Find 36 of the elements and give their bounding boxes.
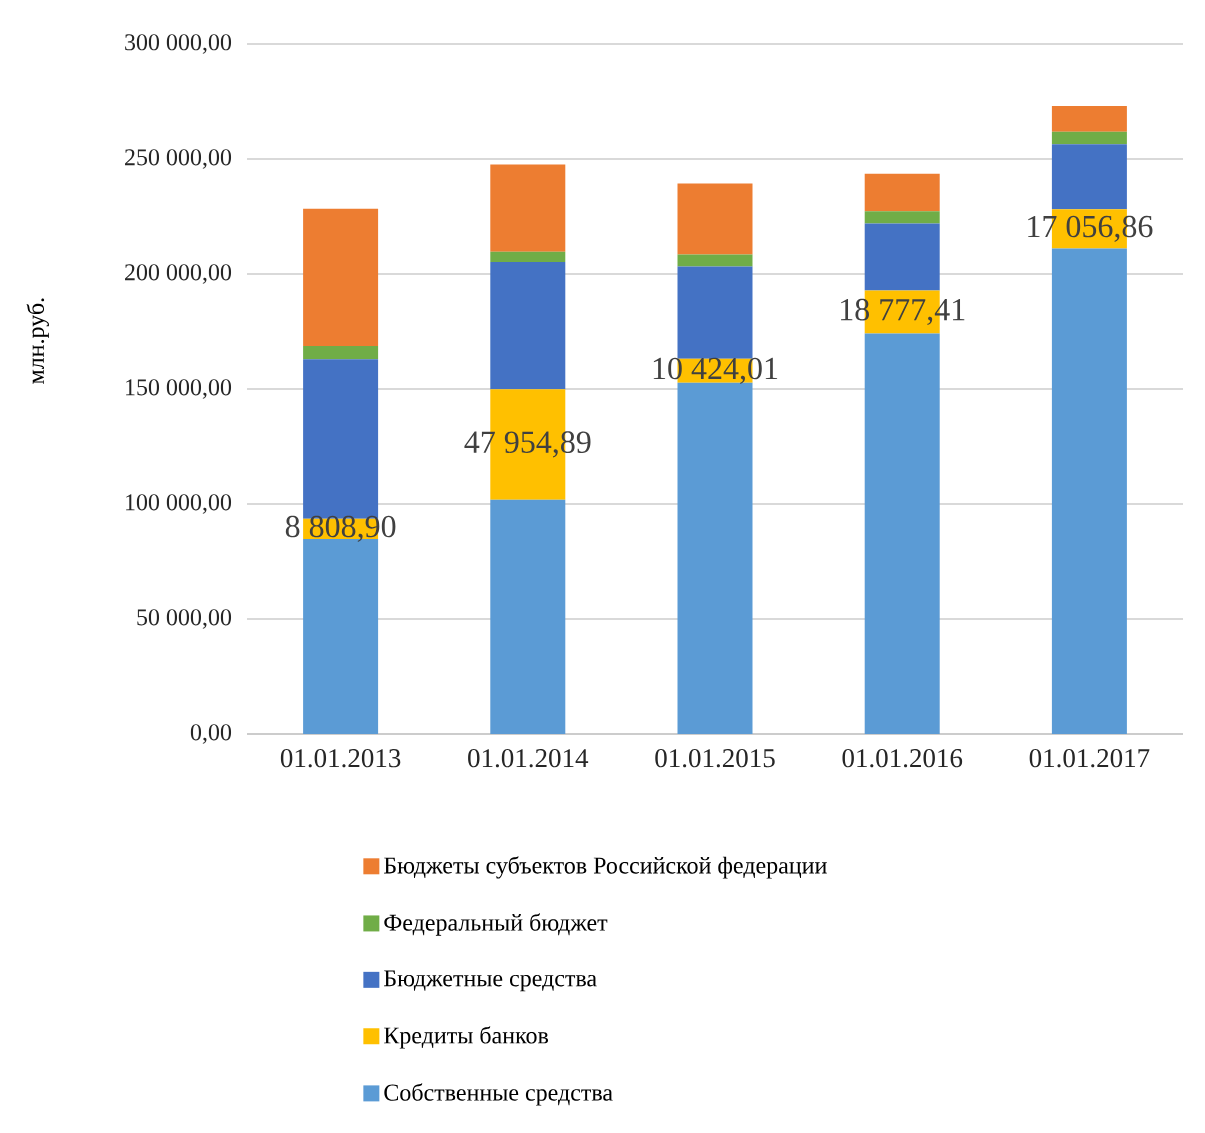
bar bbox=[677, 266, 753, 359]
bar bbox=[1051, 144, 1127, 210]
bar bbox=[677, 382, 753, 734]
legend-label: Собственные средства bbox=[384, 1083, 613, 1106]
bar bbox=[864, 333, 940, 734]
bar bbox=[490, 499, 566, 734]
y-tick-label: 200 000,00 bbox=[125, 264, 232, 284]
x-tick-label: 01.01.2015 bbox=[655, 749, 775, 768]
legend-label: Бюджетные средства bbox=[384, 970, 597, 992]
bar bbox=[677, 183, 753, 255]
legend-label: Федеральный бюджет bbox=[384, 913, 608, 936]
legend-label: Бюджеты субъектов Российской федерации bbox=[384, 856, 827, 879]
x-tick-label: 01.01.2017 bbox=[1029, 749, 1150, 768]
y-tick-label: 150 000,00 bbox=[126, 379, 232, 399]
x-tick-label: 01.01.2016 bbox=[842, 749, 963, 768]
bar bbox=[864, 223, 940, 291]
bar bbox=[864, 211, 940, 224]
bar bbox=[864, 173, 940, 212]
bar bbox=[490, 251, 566, 262]
bar bbox=[490, 164, 566, 252]
y-tick-label: 0,00 bbox=[190, 724, 232, 744]
bar bbox=[490, 261, 566, 390]
bar bbox=[1051, 248, 1127, 734]
y-tick-label: 250 000,00 bbox=[125, 149, 232, 169]
x-tick-label: 01.01.2014 bbox=[468, 749, 589, 768]
bar bbox=[303, 345, 379, 360]
bar bbox=[303, 208, 379, 346]
bar bbox=[677, 254, 753, 267]
x-tick-label: 01.01.2013 bbox=[280, 749, 401, 768]
y-tick-label: 300 000,00 bbox=[125, 34, 232, 54]
bar bbox=[1051, 105, 1127, 132]
y-axis-title: млн.руб. bbox=[26, 298, 49, 384]
y-tick-label: 50 000,00 bbox=[137, 609, 232, 629]
y-tick-label: 100 000,00 bbox=[126, 494, 232, 514]
bar bbox=[1051, 131, 1127, 145]
legend-label: Кредиты банков bbox=[384, 1026, 549, 1049]
